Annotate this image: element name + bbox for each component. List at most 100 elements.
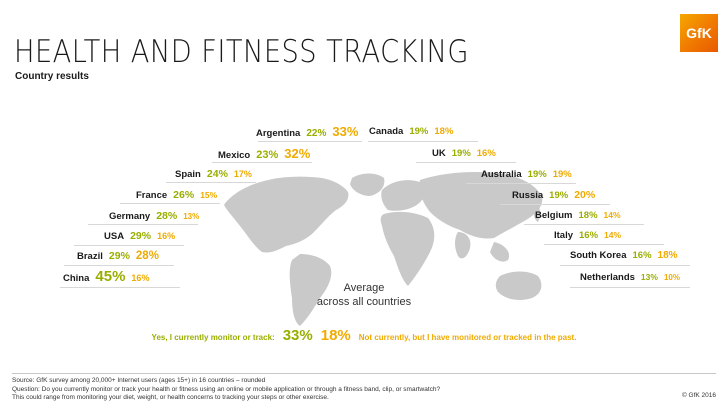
logo-text: GfK [686, 25, 712, 41]
country-row-germany: Germany 28% 13% [109, 210, 199, 222]
australia-shape [495, 271, 542, 300]
country-name: Argentina [256, 128, 301, 139]
value-current: 19% [451, 148, 471, 159]
country-name: UK [432, 148, 446, 159]
country-row-uk: UK 19% 16% [432, 148, 496, 159]
value-past: 15% [200, 190, 218, 200]
greenland-shape [350, 173, 385, 196]
row-underline [74, 245, 184, 246]
footnote: Source: GfK survey among 20,000+ Interne… [12, 377, 440, 403]
row-underline [416, 162, 516, 163]
india-shape [455, 232, 471, 259]
value-current: 16% [579, 230, 599, 241]
average-title-line2: across all countries [316, 296, 412, 308]
country-row-brazil: Brazil 29% 28% [77, 250, 159, 262]
copyright: © GfK 2016 [681, 392, 716, 399]
country-name: Russia [512, 190, 544, 201]
value-current: 23% [256, 149, 279, 161]
country-row-argentina: Argentina 22% 33% [256, 124, 358, 139]
legend-past-label: Not currently, but I have monitored or t… [358, 333, 577, 342]
value-past: 19% [552, 169, 572, 180]
row-underline [212, 162, 312, 163]
row-underline [166, 182, 256, 183]
continents [224, 172, 543, 326]
value-past: 20% [574, 189, 596, 201]
row-underline [544, 244, 664, 245]
value-current: 45% [95, 268, 126, 285]
average-title-line1: Average [343, 282, 385, 294]
value-current: 13% [640, 272, 658, 282]
value-current: 28% [156, 210, 178, 222]
row-underline [466, 183, 576, 184]
country-row-canada: Canada 19% 18% [369, 126, 453, 137]
row-underline [60, 287, 180, 288]
africa-shape [380, 211, 435, 286]
value-current: 18% [578, 210, 598, 221]
value-past: 13% [183, 212, 200, 221]
country-name: China [63, 273, 90, 284]
row-underline [560, 265, 690, 266]
country-name: Germany [109, 211, 151, 222]
footnote-source: Source: GfK survey among 20,000+ Interne… [12, 377, 266, 384]
value-past: 14% [604, 230, 622, 240]
value-past: 28% [135, 250, 159, 262]
row-underline [570, 287, 690, 288]
country-name: Brazil [77, 251, 103, 262]
country-name: Canada [369, 126, 404, 137]
country-name: USA [104, 231, 125, 242]
average-legend: Yes, I currently monitor or track: 33% 1… [0, 327, 728, 344]
legend-current-value: 33% [282, 327, 313, 344]
value-current: 29% [108, 250, 130, 262]
country-row-netherlands: Netherlands 13% 10% [580, 272, 680, 283]
value-past: 14% [603, 210, 621, 220]
country-row-china: China 45% 16% [63, 268, 149, 285]
value-past: 16% [157, 231, 176, 241]
value-current: 22% [306, 128, 327, 139]
country-name: Italy [554, 230, 574, 241]
value-current: 19% [549, 190, 569, 201]
value-current: 26% [173, 189, 195, 201]
page-title: HEALTH AND FITNESS TRACKING [14, 34, 469, 70]
footer-divider [12, 373, 716, 374]
southeast-asia-shape [490, 242, 510, 262]
country-row-mexico: Mexico 23% 32% [218, 146, 310, 161]
value-past: 33% [332, 124, 359, 139]
country-name: Mexico [218, 150, 251, 161]
country-name: Australia [481, 169, 522, 180]
country-name: South Korea [570, 250, 627, 261]
gfk-logo: GfK [680, 14, 718, 52]
row-underline [524, 224, 644, 225]
country-row-france: France 26% 15% [136, 189, 217, 201]
japan-shape [533, 204, 541, 222]
value-current: 24% [206, 168, 228, 180]
south-america-shape [289, 254, 332, 326]
country-name: Netherlands [580, 272, 635, 283]
country-name: Belgium [535, 210, 573, 221]
country-name: France [136, 190, 168, 201]
value-current: 16% [632, 250, 652, 261]
row-underline [368, 141, 478, 142]
value-past: 10% [663, 273, 680, 282]
country-row-russia: Russia 19% 20% [512, 189, 595, 201]
country-row-spain: Spain 24% 17% [175, 168, 252, 180]
row-underline [88, 224, 198, 225]
row-underline [120, 203, 220, 204]
legend-past-value: 18% [320, 327, 351, 344]
value-past: 32% [284, 146, 311, 161]
country-row-south-korea: South Korea 16% 18% [570, 250, 678, 261]
footnote-note: This could range from monitoring your di… [12, 394, 329, 401]
asia-shape [419, 172, 543, 239]
value-current: 29% [130, 230, 152, 242]
row-underline [500, 204, 610, 205]
europe-shape [381, 180, 426, 211]
country-name: Spain [175, 169, 201, 180]
value-past: 17% [233, 169, 252, 179]
north-america-shape [224, 176, 349, 253]
value-past: 18% [434, 126, 454, 137]
value-past: 18% [657, 250, 678, 261]
page-subtitle: Country results [15, 71, 89, 82]
value-past: 16% [131, 273, 150, 283]
legend-current-label: Yes, I currently monitor or track: [151, 333, 275, 342]
value-past: 16% [476, 148, 496, 159]
country-row-usa: USA 29% 16% [104, 230, 175, 242]
